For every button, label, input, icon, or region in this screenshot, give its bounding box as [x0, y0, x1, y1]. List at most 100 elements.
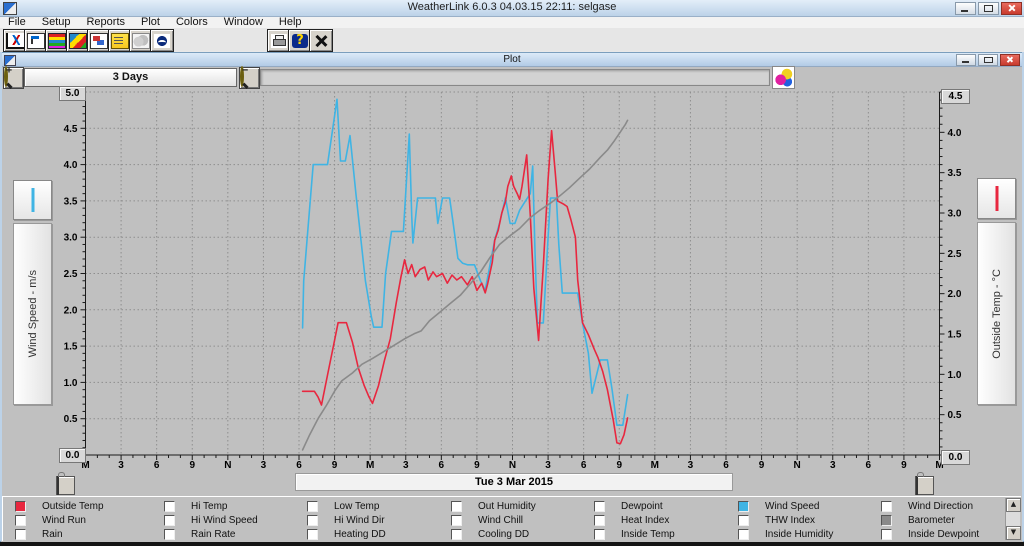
noaa-cloud-button[interactable]	[129, 29, 153, 52]
color-plot-button[interactable]	[66, 29, 90, 52]
legend-checkbox[interactable]	[738, 514, 749, 526]
legend-checkbox[interactable]	[594, 528, 605, 540]
noaa-logo-button[interactable]	[150, 29, 174, 52]
printer-button[interactable]	[267, 29, 291, 52]
legend-item-inside-dewpoint[interactable]: Inside Dewpoint	[881, 528, 979, 540]
title-bar: WeatherLink 6.0.3 04.03.15 22:11: selgas…	[0, 0, 1024, 17]
legend-item-wind-run[interactable]: Wind Run	[15, 514, 86, 526]
svg-text:6: 6	[154, 460, 160, 471]
legend-item-heat-index[interactable]: Heat Index	[594, 514, 669, 526]
legend-item-wind-chill[interactable]: Wind Chill	[451, 514, 523, 526]
legend-checkbox[interactable]	[164, 528, 175, 540]
legend-checkbox[interactable]	[881, 514, 892, 526]
legend-checkbox[interactable]	[15, 500, 26, 512]
legend-item-inside-temp[interactable]: Inside Temp	[594, 528, 675, 540]
legend-item-wind-speed[interactable]: Wind Speed	[738, 500, 819, 512]
notepad-button[interactable]	[108, 29, 132, 52]
menu-item-colors[interactable]: Colors	[175, 16, 208, 28]
menu-item-setup[interactable]: Setup	[41, 16, 71, 28]
legend-item-dewpoint[interactable]: Dewpoint	[594, 500, 663, 512]
minimize-icon	[962, 61, 969, 63]
plot-restore-button[interactable]	[978, 54, 998, 66]
zoom-in-button[interactable]: +	[3, 66, 24, 89]
menu-item-help[interactable]: Help	[278, 16, 302, 28]
window-title: WeatherLink 6.0.3 04.03.15 22:11: selgas…	[407, 1, 617, 13]
legend-item-outside-temp[interactable]: Outside Temp	[15, 500, 104, 512]
legend-checkbox[interactable]	[307, 528, 318, 540]
legend-checkbox[interactable]	[451, 528, 462, 540]
legend-item-low-temp[interactable]: Low Temp	[307, 500, 379, 512]
download-icon	[27, 32, 45, 49]
legend-item-barometer[interactable]: Barometer	[881, 514, 955, 526]
legend-checkbox[interactable]	[307, 500, 318, 512]
legend-checkbox[interactable]	[307, 514, 318, 526]
toolbar	[0, 28, 1024, 52]
legend-item-wind-direction[interactable]: Wind Direction	[881, 500, 973, 512]
legend-item-hi-wind-speed[interactable]: Hi Wind Speed	[164, 514, 258, 526]
legend-item-cooling-dd[interactable]: Cooling DD	[451, 528, 529, 540]
svg-text:3: 3	[545, 460, 551, 471]
wind-speed-sample-button[interactable]	[13, 180, 52, 220]
legend-item-out-humidity[interactable]: Out Humidity	[451, 500, 536, 512]
legend-item-rain-rate[interactable]: Rain Rate	[164, 528, 235, 540]
legend-item-label: Wind Run	[42, 514, 86, 526]
windows-button[interactable]	[87, 29, 111, 52]
scroll-down-arrow[interactable]: ▼	[1006, 526, 1021, 540]
legend-checkbox[interactable]	[881, 528, 892, 540]
legend-checkbox[interactable]	[881, 500, 892, 512]
strip-charts-button[interactable]	[45, 29, 69, 52]
left-axis-label-panel[interactable]: Wind Speed - m/s	[13, 223, 52, 405]
left-axis-lock-button[interactable]	[56, 476, 75, 495]
legend-item-label: Rain	[42, 528, 63, 540]
close-tool-button[interactable]	[309, 29, 333, 52]
left-axis-max-box[interactable]: 5.0	[59, 86, 86, 101]
legend-item-label: Hi Wind Dir	[334, 514, 385, 526]
legend-item-label: Inside Dewpoint	[908, 528, 980, 540]
plot-colors-button[interactable]	[772, 66, 795, 89]
legend-item-hi-temp[interactable]: Hi Temp	[164, 500, 228, 512]
legend-item-thw-index[interactable]: THW Index	[738, 514, 815, 526]
right-axis-lock-button[interactable]	[915, 476, 934, 495]
right-axis-label-panel[interactable]: Outside Temp - °C	[977, 222, 1016, 405]
legend-checkbox[interactable]	[451, 500, 462, 512]
legend-scrollbar[interactable]: ▲ ▼	[1005, 498, 1021, 540]
menu-item-reports[interactable]: Reports	[86, 16, 126, 28]
legend-item-label: Wind Speed	[765, 500, 820, 512]
left-axis-min-box[interactable]: 0.0	[59, 448, 86, 463]
legend-checkbox[interactable]	[15, 528, 26, 540]
right-axis-min-box[interactable]: 0.0	[941, 450, 970, 465]
legend-item-rain[interactable]: Rain	[15, 528, 63, 540]
legend-checkbox[interactable]	[164, 500, 175, 512]
legend-item-hi-wind-dir[interactable]: Hi Wind Dir	[307, 514, 385, 526]
time-range-button[interactable]: 3 Days	[24, 68, 237, 87]
zoom-out-button[interactable]: −	[239, 66, 260, 89]
legend-item-label: Rain Rate	[191, 528, 236, 540]
help-button[interactable]	[288, 29, 312, 52]
close-button[interactable]	[1001, 2, 1022, 15]
legend-checkbox[interactable]	[594, 500, 605, 512]
minimize-button[interactable]	[955, 2, 976, 15]
menu-item-file[interactable]: File	[8, 16, 26, 28]
legend-item-heating-dd[interactable]: Heating DD	[307, 528, 386, 540]
legend-checkbox[interactable]	[594, 514, 605, 526]
menu-item-window[interactable]: Window	[223, 16, 263, 28]
plot-minimize-button[interactable]	[956, 54, 976, 66]
menu-item-plot[interactable]: Plot	[141, 16, 160, 28]
legend-checkbox[interactable]	[451, 514, 462, 526]
restore-button[interactable]	[978, 2, 999, 15]
legend-item-label: Wind Chill	[478, 514, 524, 526]
legend-checkbox[interactable]	[15, 514, 26, 526]
scroll-up-arrow[interactable]: ▲	[1006, 498, 1021, 512]
legend-item-inside-humidity[interactable]: Inside Humidity	[738, 528, 833, 540]
legend-checkbox[interactable]	[738, 528, 749, 540]
plot-template-button[interactable]	[3, 29, 27, 52]
pan-scroll-track[interactable]	[260, 69, 770, 86]
legend-checkbox[interactable]	[738, 500, 749, 512]
plot-close-button[interactable]	[1000, 54, 1020, 66]
legend-checkbox[interactable]	[164, 514, 175, 526]
right-axis-max-box[interactable]: 4.5	[941, 89, 970, 104]
svg-text:6: 6	[296, 460, 302, 471]
svg-text:6: 6	[439, 460, 445, 471]
outside-temp-sample-button[interactable]	[977, 178, 1016, 219]
